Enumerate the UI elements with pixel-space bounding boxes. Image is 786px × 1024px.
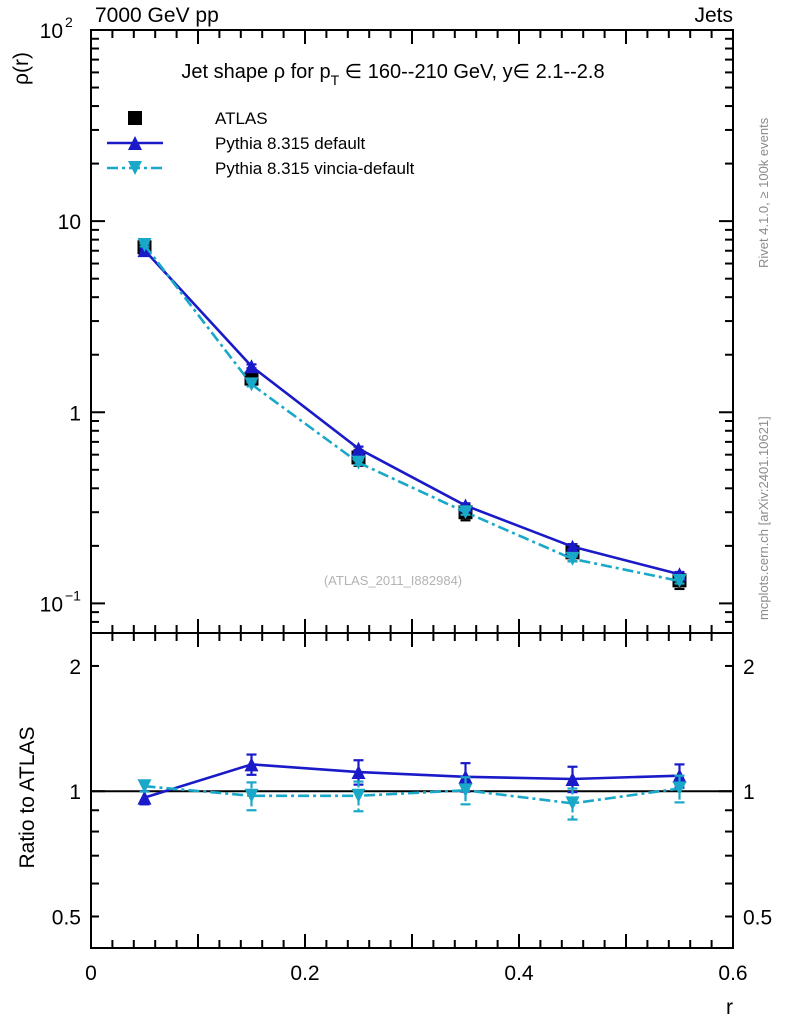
main-y-ticklabel: 10	[40, 593, 63, 616]
main-series-0	[137, 240, 687, 591]
main-panel-frame	[90, 29, 734, 634]
marker-triangle-up	[244, 359, 259, 374]
marker-triangle-down	[351, 788, 366, 803]
series-line	[143, 244, 680, 583]
main-y-ticklabel-exp: −1	[65, 587, 81, 603]
marker-triangle-up	[565, 771, 580, 786]
legend: ATLAS Pythia 8.315 default Pythia 8.315 vi…	[107, 109, 415, 178]
ratio-y-ticklabel-right: 2	[743, 656, 755, 679]
main-y-ticklabel: 10	[58, 211, 81, 234]
marker-triangle-down	[672, 573, 687, 588]
legend-label: ATLAS	[215, 109, 268, 128]
ratio-y-ticklabel: 1	[69, 781, 81, 804]
main-title: Jet shape ρ for pT ∈ 160--210 GeV, y∈ 2.…	[181, 61, 604, 88]
ratio-y-axis-label: Ratio to ATLAS	[16, 726, 39, 868]
main-y-ticklabel-exp: 2	[65, 14, 73, 30]
x-ticklabel: 0.6	[718, 962, 747, 985]
x-ticklabel: 0.4	[504, 962, 534, 985]
marker-square	[128, 111, 142, 125]
x-ticks	[90, 30, 734, 948]
x-axis-label: r	[726, 996, 733, 1019]
ratio-y-ticklabel-right: 1	[743, 781, 755, 804]
header-left: 7000 GeV pp	[95, 4, 219, 27]
header-right: Jets	[694, 4, 733, 27]
legend-label: Pythia 8.315 default	[215, 134, 366, 153]
ratio-series-0	[137, 753, 687, 806]
marker-triangle-down	[672, 781, 687, 796]
marker-triangle-down	[244, 788, 259, 803]
ratio-series-1	[137, 774, 687, 821]
watermark: (ATLAS_2011_I882984)	[324, 573, 462, 588]
marker-triangle-down	[458, 505, 473, 520]
main-y-ticklabel: 1	[69, 402, 81, 425]
ratio-y-ticklabel-right: 0.5	[743, 906, 772, 929]
marker-triangle-up	[565, 539, 580, 554]
marker-triangle-down	[351, 455, 366, 470]
sidebar-top-text: Rivet 4.1.0, ≥ 100k events	[756, 117, 771, 268]
main-series-2	[137, 238, 687, 588]
ratio-y-ticklabel: 2	[69, 656, 81, 679]
marker-triangle-up	[244, 757, 259, 772]
marker-triangle-up	[128, 136, 142, 150]
ratio-y-ticklabel: 0.5	[52, 906, 81, 929]
main-y-axis-label: ρ(r)	[10, 52, 33, 85]
legend-label: Pythia 8.315 vincia-default	[215, 159, 415, 178]
x-ticklabel: 0	[85, 962, 97, 985]
series-line	[144, 763, 680, 799]
marker-triangle-up	[351, 765, 366, 780]
marker-triangle-up	[137, 790, 152, 805]
marker-triangle-down	[458, 783, 473, 798]
main-y-ticklabel: 10	[40, 20, 63, 43]
marker-triangle-down	[565, 551, 580, 566]
series-line	[144, 784, 680, 805]
sidebar-mid-text: mcplots.cern.ch [arXiv:2401.10621]	[756, 416, 771, 620]
error-bar	[567, 787, 578, 821]
marker-triangle-down	[128, 161, 142, 175]
series-line	[143, 249, 680, 576]
marker-triangle-down	[137, 779, 152, 794]
marker-triangle-up	[351, 441, 366, 456]
marker-triangle-down	[244, 377, 259, 392]
main-series-1	[137, 243, 687, 582]
marker-triangle-down	[137, 238, 152, 253]
x-ticklabel: 0.2	[290, 962, 319, 985]
main-y-ticks	[91, 29, 733, 634]
marker-triangle-down	[565, 796, 580, 811]
